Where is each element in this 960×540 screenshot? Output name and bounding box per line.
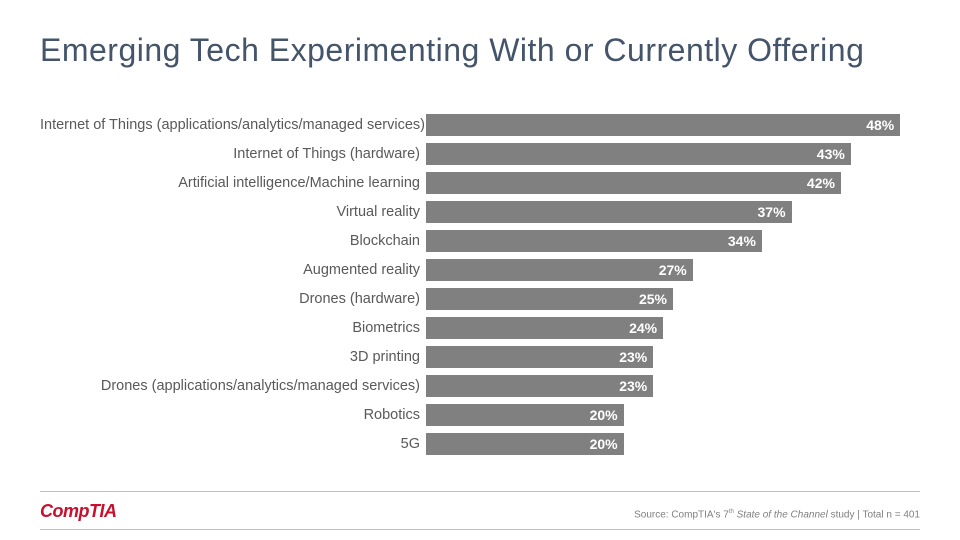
- chart-row: Robotics 20%: [40, 400, 920, 429]
- chart-row: 5G 20%: [40, 429, 920, 458]
- value-label: 48%: [866, 117, 894, 133]
- bar-track: 23%: [426, 371, 920, 400]
- chart-title: Emerging Tech Experimenting With or Curr…: [40, 32, 864, 69]
- footer-rule-bottom: [40, 529, 920, 530]
- bar: 48%: [426, 114, 900, 136]
- bar: 25%: [426, 288, 673, 310]
- category-label: Internet of Things (applications/analyti…: [40, 117, 426, 133]
- value-label: 23%: [619, 349, 647, 365]
- category-label: Internet of Things (hardware): [40, 146, 426, 162]
- chart-row: Internet of Things (hardware) 43%: [40, 139, 920, 168]
- chart-row: Augmented reality 27%: [40, 255, 920, 284]
- bar-track: 24%: [426, 313, 920, 342]
- chart-row: Virtual reality 37%: [40, 197, 920, 226]
- category-label: Virtual reality: [40, 204, 426, 220]
- value-label: 37%: [758, 204, 786, 220]
- chart-row: Drones (hardware) 25%: [40, 284, 920, 313]
- bar-track: 42%: [426, 168, 920, 197]
- bar-track: 20%: [426, 429, 920, 458]
- source-italic: State of the Channel: [734, 509, 831, 520]
- slide: Emerging Tech Experimenting With or Curr…: [0, 0, 960, 540]
- bar: 27%: [426, 259, 693, 281]
- category-label: Drones (hardware): [40, 291, 426, 307]
- bar-track: 43%: [426, 139, 920, 168]
- category-label: Blockchain: [40, 233, 426, 249]
- footer-rule-top: [40, 491, 920, 492]
- category-label: Augmented reality: [40, 262, 426, 278]
- bar-track: 25%: [426, 284, 920, 313]
- bar: 23%: [426, 346, 653, 368]
- value-label: 43%: [817, 146, 845, 162]
- bar-track: 23%: [426, 342, 920, 371]
- bar-track: 48%: [426, 110, 920, 139]
- bar: 37%: [426, 201, 792, 223]
- bar: 34%: [426, 230, 762, 252]
- category-label: 5G: [40, 436, 426, 452]
- bar: 23%: [426, 375, 653, 397]
- bar: 20%: [426, 404, 624, 426]
- chart-row: Biometrics 24%: [40, 313, 920, 342]
- value-label: 27%: [659, 262, 687, 278]
- bar: 43%: [426, 143, 851, 165]
- value-label: 24%: [629, 320, 657, 336]
- bar-chart: Internet of Things (applications/analyti…: [40, 110, 920, 480]
- bar-track: 34%: [426, 226, 920, 255]
- chart-row: Drones (applications/analytics/managed s…: [40, 371, 920, 400]
- bar-track: 37%: [426, 197, 920, 226]
- source-prefix: Source: CompTIA's 7: [634, 509, 729, 520]
- comptia-logo: CompTIA: [40, 501, 117, 522]
- bar: 42%: [426, 172, 841, 194]
- category-label: Artificial intelligence/Machine learning: [40, 175, 426, 191]
- category-label: Drones (applications/analytics/managed s…: [40, 378, 426, 394]
- value-label: 42%: [807, 175, 835, 191]
- chart-row: Internet of Things (applications/analyti…: [40, 110, 920, 139]
- chart-row: 3D printing 23%: [40, 342, 920, 371]
- value-label: 23%: [619, 378, 647, 394]
- chart-row: Artificial intelligence/Machine learning…: [40, 168, 920, 197]
- bar: 24%: [426, 317, 663, 339]
- category-label: 3D printing: [40, 349, 426, 365]
- bar: 20%: [426, 433, 624, 455]
- source-suffix: study | Total n = 401: [831, 509, 920, 520]
- value-label: 34%: [728, 233, 756, 249]
- value-label: 20%: [590, 436, 618, 452]
- source-citation: Source: CompTIA's 7th State of the Chann…: [634, 509, 920, 520]
- chart-row: Blockchain 34%: [40, 226, 920, 255]
- category-label: Biometrics: [40, 320, 426, 336]
- bar-track: 20%: [426, 400, 920, 429]
- value-label: 20%: [590, 407, 618, 423]
- category-label: Robotics: [40, 407, 426, 423]
- value-label: 25%: [639, 291, 667, 307]
- bar-track: 27%: [426, 255, 920, 284]
